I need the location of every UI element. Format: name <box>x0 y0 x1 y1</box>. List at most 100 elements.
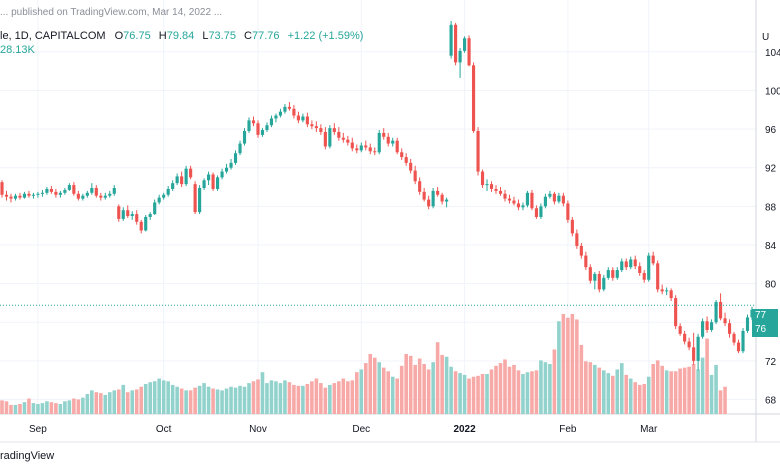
scale-unit-button[interactable]: U <box>762 32 770 43</box>
candle-body <box>215 177 220 189</box>
volume-bar <box>660 365 664 414</box>
candle-body <box>436 190 440 195</box>
volume-bar <box>157 378 161 414</box>
volume-bar <box>539 360 543 414</box>
candle-body <box>112 187 116 194</box>
x-tick-label: Oct <box>156 424 172 435</box>
candle-body <box>251 120 256 124</box>
candle-body <box>40 192 44 194</box>
volume-bar <box>152 381 157 414</box>
volume-bar <box>247 383 251 414</box>
volume-bar <box>453 371 458 414</box>
volume-bar <box>72 398 76 414</box>
volume-bar <box>296 385 301 414</box>
candle-body <box>292 108 296 116</box>
candle-body <box>602 277 606 290</box>
candle-body <box>162 194 166 198</box>
volume-bar <box>561 314 566 414</box>
candle-body <box>377 132 381 153</box>
volume-bar <box>440 354 444 414</box>
volume-bar <box>516 370 521 414</box>
volume-bar <box>197 385 202 414</box>
volume-bar <box>314 378 319 414</box>
candle-body <box>584 255 588 268</box>
candle-body <box>494 188 498 191</box>
volume-bar <box>372 357 377 414</box>
volume-bar <box>58 404 63 414</box>
y-tick-label: 88 <box>765 202 777 213</box>
volume-bar <box>143 384 148 414</box>
volume-bar <box>462 374 467 414</box>
volume-bar <box>646 376 651 414</box>
candle-body <box>94 187 98 196</box>
candle-body <box>85 192 89 196</box>
y-tick-label: 96 <box>765 125 777 136</box>
candle-body <box>13 195 18 199</box>
candle-body <box>260 130 265 135</box>
candle-body <box>745 317 750 331</box>
volume-bar <box>76 399 81 414</box>
volume-bar <box>233 387 238 414</box>
candle-body <box>350 142 354 149</box>
candle-body <box>629 259 633 268</box>
candle-body <box>606 270 610 278</box>
volume-bar <box>45 401 49 414</box>
candle-body <box>337 131 341 138</box>
candle-body <box>373 151 377 153</box>
volume-bar <box>619 363 624 414</box>
candle-body <box>76 193 80 199</box>
volume-bar <box>332 383 337 414</box>
candle-body <box>543 196 547 207</box>
candle-body <box>67 185 71 190</box>
candle-body <box>723 318 727 324</box>
volume-bar <box>431 362 435 414</box>
volume-bar <box>507 366 512 414</box>
volume-bar <box>107 392 112 414</box>
high-label: H <box>158 30 167 42</box>
symbol-label: le, 1D, CAPITALCOM <box>0 30 106 42</box>
candle-body <box>193 184 197 213</box>
volume-bar <box>566 317 570 414</box>
volume-bar <box>593 364 597 414</box>
x-tick-label: Nov <box>249 424 267 435</box>
open-value: 76.75 <box>123 30 151 42</box>
volume-bar <box>49 402 54 414</box>
candle-body <box>440 194 444 202</box>
volume-bar <box>682 367 687 414</box>
volume-bar <box>337 381 341 414</box>
volume-bar <box>27 398 31 414</box>
volume-bar <box>602 370 606 414</box>
candle-body <box>49 188 53 192</box>
volume-bar <box>81 397 85 414</box>
candle-body <box>507 198 512 201</box>
candle-body <box>296 115 300 121</box>
candle-body <box>202 180 206 188</box>
volume-bar <box>125 392 130 414</box>
candle-body <box>121 210 125 219</box>
candle-body <box>489 184 494 189</box>
volume-bar <box>552 349 557 414</box>
candle-body <box>54 191 58 195</box>
volume-bar <box>4 401 9 414</box>
volume-bar <box>18 404 22 414</box>
candle-body <box>269 118 274 126</box>
candle-body <box>557 195 561 202</box>
volume-bar <box>31 403 36 414</box>
y-tick-label: 68 <box>765 396 777 407</box>
volume-bar <box>112 390 117 414</box>
candle-body <box>409 162 413 171</box>
volume-bar <box>673 371 678 414</box>
candle-body <box>126 210 130 216</box>
volume-bar <box>85 394 90 414</box>
volume-bar <box>238 385 242 414</box>
volume-bar <box>664 370 669 414</box>
change-value: +1.22 (+1.59%) <box>287 30 364 42</box>
volume-bar <box>99 393 103 414</box>
volume-bar <box>570 314 575 414</box>
candle-body <box>732 333 736 343</box>
volume-bar <box>588 362 593 414</box>
candle-body <box>570 219 574 234</box>
candle-body <box>633 259 637 267</box>
candle-body <box>736 342 741 352</box>
candle-body <box>503 193 507 199</box>
